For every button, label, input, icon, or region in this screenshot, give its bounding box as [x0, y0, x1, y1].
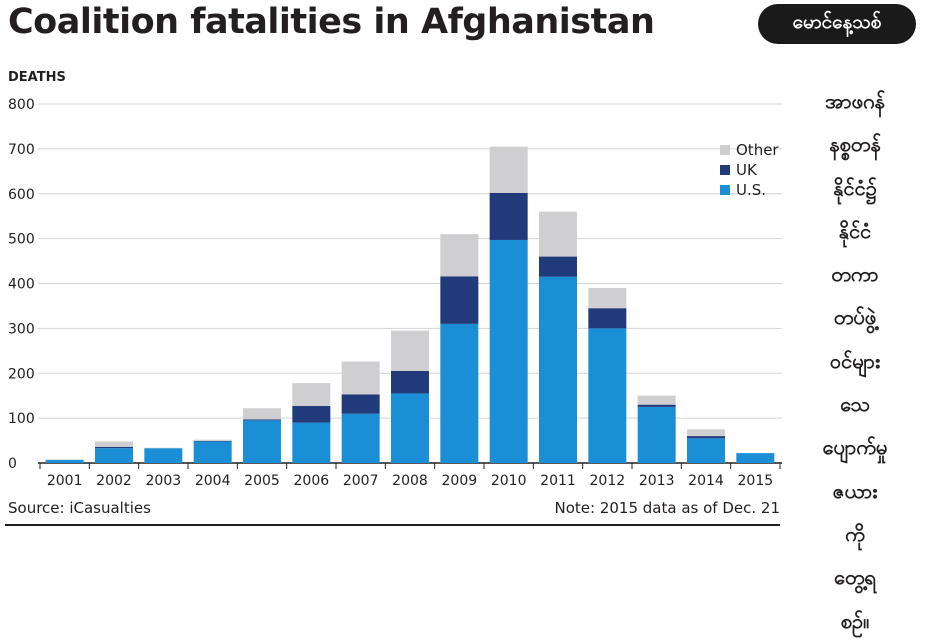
y-tick-label: 300	[8, 321, 35, 337]
x-tick-label: 2007	[343, 473, 379, 489]
bar-segment	[687, 438, 725, 463]
y-tick-label: 500	[8, 232, 35, 248]
x-tick-label: 2001	[47, 473, 83, 489]
chart-legend: Other UK U.S.	[720, 140, 779, 200]
bottom-rule	[5, 524, 780, 526]
bar-segment	[588, 288, 626, 308]
side-caption-line: တွေ့ရ	[790, 556, 920, 599]
bar-segment	[391, 371, 429, 393]
bar-segment	[490, 193, 528, 240]
x-tick-label: 2014	[688, 473, 724, 489]
x-tick-label: 2002	[96, 473, 132, 489]
bar-segment	[342, 362, 380, 395]
bar-segment	[638, 407, 676, 463]
side-caption-line: ဇယား	[790, 470, 920, 513]
x-tick-label: 2003	[146, 473, 182, 489]
legend-swatch	[720, 185, 730, 195]
bar-segment	[144, 448, 182, 463]
bar-segment	[687, 436, 725, 438]
legend-swatch	[720, 165, 730, 175]
bar-segment	[342, 414, 380, 463]
bar-segment	[539, 257, 577, 277]
bar-segment	[243, 420, 281, 463]
legend-item: U.S.	[720, 180, 779, 200]
y-tick-label: 0	[8, 456, 17, 472]
legend-item: UK	[720, 160, 779, 180]
bar-segment	[194, 440, 232, 441]
x-tick-label: 2006	[294, 473, 330, 489]
bar-segment	[736, 453, 774, 463]
side-caption-line: စဉ်။	[790, 600, 920, 643]
y-tick-label: 800	[8, 97, 35, 113]
side-caption-line: နိုင်ငံ	[790, 210, 920, 253]
side-caption-line: ကို	[790, 513, 920, 556]
bar-segment	[95, 448, 133, 463]
side-caption-line: နစ္စတန်	[790, 123, 920, 166]
legend-label: Other	[736, 141, 779, 159]
bar-segment	[391, 331, 429, 371]
y-tick-label: 400	[8, 277, 35, 293]
legend-label: U.S.	[736, 181, 766, 199]
x-tick-label: 2013	[639, 473, 675, 489]
bar-segment	[243, 419, 281, 420]
x-tick-label: 2008	[392, 473, 428, 489]
side-caption-line: နိုင်ငံ၌	[790, 167, 920, 210]
side-caption-line: ပျောက်မှု	[790, 426, 920, 469]
x-tick-label: 2011	[540, 473, 576, 489]
y-tick-label: 700	[8, 142, 35, 158]
bar-segment	[95, 447, 133, 448]
x-tick-label: 2004	[195, 473, 231, 489]
x-tick-label: 2012	[590, 473, 626, 489]
side-caption-line: သေ	[790, 383, 920, 426]
legend-label: UK	[736, 161, 757, 179]
side-caption-line: အာဖဂန်	[790, 80, 920, 123]
source-note: Source: iCasualties	[8, 499, 151, 517]
data-note: Note: 2015 data as of Dec. 21	[555, 499, 780, 517]
y-tick-label: 200	[8, 366, 35, 382]
bar-segment	[638, 396, 676, 405]
bar-segment	[588, 328, 626, 463]
bar-segment	[391, 393, 429, 463]
bar-segment	[539, 277, 577, 463]
bar-segment	[588, 308, 626, 328]
bar-segment	[638, 405, 676, 407]
x-tick-label: 2010	[491, 473, 527, 489]
bar-segment	[292, 423, 330, 463]
legend-item: Other	[720, 140, 779, 160]
bar-segment	[342, 394, 380, 413]
bar-chart: 0 100 200 300 400 500 600 700 800 2001 2002 2003 200…	[0, 0, 928, 569]
x-tick-label: 2015	[738, 473, 774, 489]
side-caption-line: တပ်ဖွဲ့	[790, 296, 920, 339]
bar-segment	[440, 234, 478, 276]
legend-swatch	[720, 145, 730, 155]
bar-segment	[539, 212, 577, 257]
side-caption-line: ဝင်များ	[790, 340, 920, 383]
bar-segment	[687, 429, 725, 436]
y-tick-label: 600	[8, 187, 35, 203]
bar-segment	[95, 441, 133, 446]
x-tick-label: 2009	[442, 473, 478, 489]
bar-segment	[292, 406, 330, 423]
author-badge: မောင်နေ့သစ်	[758, 4, 916, 44]
bar-segment	[243, 408, 281, 419]
bar-segment	[490, 147, 528, 193]
bar-segment	[46, 460, 84, 463]
bar-segment	[292, 383, 330, 406]
x-tick-label: 2005	[244, 473, 280, 489]
bar-segment	[194, 441, 232, 463]
bar-segment	[490, 240, 528, 463]
side-caption-line: တကာ	[790, 253, 920, 296]
side-caption: အာဖဂန်နစ္စတန်နိုင်ငံ၌နိုင်ငံတကာတပ်ဖွဲ့ဝင…	[790, 80, 920, 643]
bar-segment	[440, 276, 478, 324]
bar-segment	[440, 324, 478, 463]
y-tick-label: 100	[8, 411, 35, 427]
